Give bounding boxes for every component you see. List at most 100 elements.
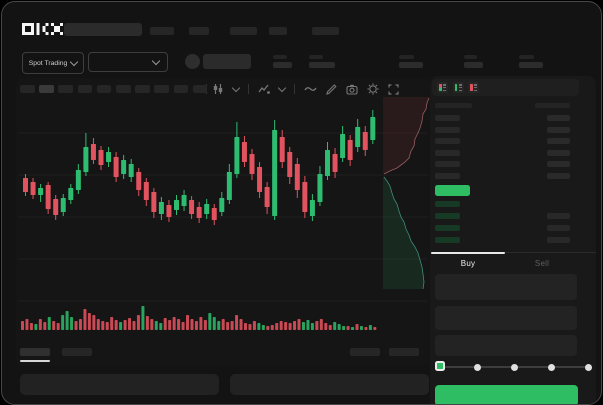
book-bids-icon[interactable]	[452, 82, 464, 93]
candle-body	[189, 200, 195, 214]
last-price-highlight[interactable]	[435, 185, 470, 196]
ask-amount-placeholder	[547, 138, 570, 145]
volume-bar	[38, 319, 42, 330]
volume-bar	[199, 317, 203, 330]
settings-icon[interactable]	[367, 83, 379, 95]
bottom-tab-placeholder[interactable]	[20, 348, 50, 356]
amount-slider-handle[interactable]	[435, 361, 445, 371]
volume-bar	[284, 322, 288, 330]
candle-body	[174, 200, 179, 210]
bid-price-placeholder[interactable]	[435, 201, 460, 207]
volume-bar	[154, 321, 158, 330]
timeframe-button[interactable]	[39, 85, 54, 93]
stat-label-placeholder	[519, 55, 534, 59]
volume-bar	[346, 326, 350, 330]
candle-body	[325, 150, 330, 176]
ask-price-placeholder[interactable]	[435, 115, 460, 121]
volume-bar	[123, 320, 127, 330]
book-combined-icon[interactable]	[437, 82, 448, 93]
draw-tool-icon[interactable]	[326, 83, 337, 95]
volume-bar	[208, 313, 212, 330]
ask-price-placeholder[interactable]	[435, 161, 460, 168]
candle-body	[121, 160, 127, 174]
candle-body	[181, 195, 187, 206]
bottom-tab-placeholder[interactable]	[62, 348, 92, 356]
nav-item-placeholder[interactable]	[230, 27, 257, 35]
volume-bar	[244, 323, 247, 330]
candle-style-icon[interactable]	[212, 83, 224, 95]
bid-amount-placeholder	[547, 225, 570, 232]
stat-label-placeholder	[464, 55, 477, 59]
candle-body	[347, 140, 353, 160]
candle-body	[370, 117, 376, 140]
candle-body	[166, 205, 172, 217]
timeframe-button[interactable]	[173, 85, 189, 93]
timeframe-button[interactable]	[192, 85, 208, 93]
volume-bar	[310, 323, 314, 330]
price-field[interactable]	[435, 274, 577, 300]
bid-price-placeholder[interactable]	[435, 213, 460, 220]
bid-price-placeholder[interactable]	[435, 225, 460, 232]
volume-bar	[29, 323, 33, 330]
pair-selector[interactable]	[88, 52, 168, 72]
slider-stop-dot[interactable]	[547, 363, 555, 371]
stat-value-placeholder	[519, 62, 543, 68]
bid-price-placeholder[interactable]	[435, 237, 460, 244]
candle-body	[45, 185, 51, 209]
screenshot-icon[interactable]	[346, 84, 358, 95]
tab-buy[interactable]: Buy	[460, 259, 476, 268]
timeframe-button[interactable]	[96, 85, 112, 93]
bottom-action-placeholder[interactable]	[389, 348, 419, 356]
timeframe-button[interactable]	[135, 85, 150, 93]
slider-stop-dot[interactable]	[510, 363, 518, 371]
nav-item-placeholder[interactable]	[150, 27, 174, 35]
volume-bar	[132, 321, 136, 330]
ask-price-placeholder[interactable]	[435, 173, 460, 179]
ask-price-placeholder[interactable]	[435, 138, 460, 145]
market-mode-selector[interactable]: Spot Trading	[22, 52, 84, 74]
amount-field[interactable]	[435, 306, 577, 330]
toolbar-divider	[294, 84, 295, 94]
volume-bar	[275, 323, 279, 330]
volume-bar	[172, 317, 176, 330]
volume-bar	[261, 325, 265, 330]
total-field[interactable]	[435, 335, 577, 356]
volume-bar	[239, 319, 243, 330]
toggle-color-bar	[470, 84, 473, 91]
search-input[interactable]	[64, 23, 142, 36]
nav-item-placeholder[interactable]	[269, 27, 287, 35]
bottom-action-placeholder[interactable]	[350, 348, 380, 356]
nav-item-placeholder[interactable]	[189, 27, 209, 35]
timeframe-button[interactable]	[20, 85, 35, 93]
fullscreen-icon[interactable]	[388, 83, 399, 95]
depth-ask-area	[383, 97, 429, 174]
volume-bar	[43, 322, 47, 330]
volume-bar	[301, 322, 305, 330]
candle-body	[219, 198, 225, 212]
ask-price-placeholder[interactable]	[435, 126, 460, 133]
volume-bar	[70, 317, 74, 330]
tab-sell[interactable]: Sell	[534, 259, 550, 268]
nav-item-placeholder[interactable]	[312, 27, 339, 35]
volume-bar	[359, 326, 363, 330]
timeframe-button[interactable]	[58, 85, 73, 93]
timeframe-button[interactable]	[116, 85, 131, 93]
timeframe-button[interactable]	[77, 85, 93, 93]
bottom-panel-left	[20, 374, 219, 395]
volume-bar	[342, 326, 346, 330]
candle-body	[106, 152, 112, 162]
slider-stop-dot[interactable]	[473, 363, 481, 371]
candle-body	[211, 208, 217, 220]
timeframe-button[interactable]	[154, 85, 169, 93]
line-tool-icon[interactable]	[304, 84, 317, 94]
toggle-line	[443, 89, 446, 91]
volume-bar	[355, 324, 359, 330]
ask-price-placeholder[interactable]	[435, 149, 460, 156]
candle-body	[302, 182, 308, 212]
slider-stop-dot[interactable]	[584, 363, 592, 371]
book-asks-icon[interactable]	[468, 82, 479, 93]
volume-bar	[297, 319, 301, 330]
indicator-icon[interactable]	[258, 83, 270, 95]
buy-submit-button[interactable]	[435, 385, 578, 404]
